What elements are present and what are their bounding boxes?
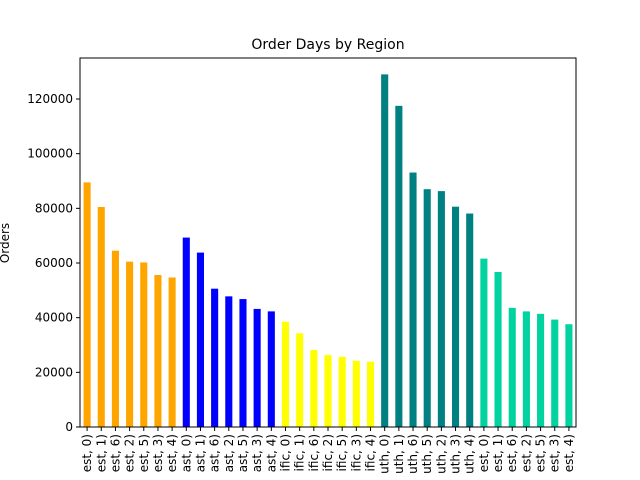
x-tick-label: est, 6) (505, 434, 519, 472)
bar-19 (352, 360, 360, 427)
bar-18 (338, 356, 346, 427)
bar-2 (111, 250, 119, 427)
bar-22 (395, 105, 403, 427)
x-tick-label: est, 2) (519, 434, 533, 472)
x-tick-label: ific, 1) (293, 434, 307, 471)
x-tick-label: ast, 1) (193, 434, 207, 472)
x-tick-label: uth, 6) (406, 434, 420, 474)
x-tick-label: uth, 0) (378, 434, 392, 474)
x-tick-label: ast, 5) (236, 434, 250, 472)
x-tick-label: ast, 6) (208, 434, 222, 472)
x-tick-label: uth, 3) (449, 434, 463, 474)
bar-16 (310, 349, 318, 427)
x-tick-label: est, 1) (491, 434, 505, 472)
bar-3 (126, 261, 134, 427)
bar-1 (97, 206, 105, 427)
x-tick-label: ific, 4) (364, 434, 378, 471)
y-tick-label: 60000 (35, 256, 73, 270)
bar-27 (466, 213, 474, 427)
x-tick-label: est, 5) (534, 434, 548, 472)
x-tick-label: ast, 2) (222, 434, 236, 472)
x-tick-label: est, 3) (548, 434, 562, 472)
bar-6 (168, 277, 176, 427)
x-tick-label: uth, 2) (434, 434, 448, 474)
y-tick-label: 40000 (35, 311, 73, 325)
x-tick-label: ast, 0) (179, 434, 193, 472)
bar-13 (267, 311, 275, 427)
bar-17 (324, 355, 332, 427)
bar-8 (196, 252, 204, 427)
bar-29 (494, 272, 502, 427)
y-axis-label: Orders (0, 223, 12, 263)
bar-23 (409, 172, 417, 427)
x-tick-label: ast, 4) (264, 434, 278, 472)
y-tick-label: 100000 (27, 147, 73, 161)
x-tick-label: ific, 2) (321, 434, 335, 471)
x-tick-label: uth, 4) (463, 434, 477, 474)
x-axis-ticks: est, 0) est, 1) est, 6) est, 2) est, 5) est, … (80, 427, 576, 474)
bar-11 (239, 299, 247, 427)
plot-frame (79, 57, 577, 428)
y-tick-label: 120000 (27, 92, 73, 106)
y-axis-ticks: 0 20000 40000 60000 80000 100000 120000 (27, 92, 80, 434)
x-tick-label: est, 0) (80, 434, 94, 472)
bar-14 (281, 321, 290, 427)
bar-15 (296, 333, 304, 427)
y-tick-label: 0 (65, 420, 73, 434)
x-tick-label: est, 5) (137, 434, 151, 472)
bar-25 (437, 191, 445, 427)
x-tick-label: ific, 6) (307, 434, 321, 471)
x-tick-label: ific, 5) (335, 434, 349, 471)
bar-26 (452, 206, 460, 427)
bar-24 (423, 189, 431, 427)
y-tick-label: 80000 (35, 201, 73, 215)
x-tick-label: est, 4) (562, 434, 576, 472)
y-tick-label: 20000 (35, 365, 73, 379)
x-tick-label: est, 6) (108, 434, 122, 472)
bar-4 (140, 262, 148, 427)
bar-31 (522, 311, 530, 427)
x-tick-label: ific, 0) (278, 434, 292, 471)
x-tick-label: uth, 5) (420, 434, 434, 474)
bar-9 (211, 288, 219, 427)
bar-30 (508, 307, 516, 427)
bar-33 (551, 319, 559, 427)
chart-title: Order Days by Region (251, 37, 404, 53)
bar-0 (83, 182, 91, 427)
bars-group (83, 74, 573, 428)
bar-34 (565, 324, 573, 427)
bar-12 (253, 308, 261, 427)
bar-28 (480, 258, 488, 427)
x-tick-label: est, 1) (94, 434, 108, 472)
x-tick-label: ific, 3) (349, 434, 363, 471)
bar-21 (381, 74, 389, 428)
bar-7 (182, 237, 190, 427)
bar-10 (225, 296, 233, 427)
bar-5 (154, 275, 162, 427)
x-tick-label: est, 2) (123, 434, 137, 472)
x-tick-label: ast, 3) (250, 434, 264, 472)
x-tick-label: uth, 1) (392, 434, 406, 474)
x-tick-label: est, 4) (165, 434, 179, 472)
x-tick-label: est, 3) (151, 434, 165, 472)
bar-32 (537, 313, 545, 427)
bar-20 (366, 361, 375, 427)
x-tick-label: est, 0) (477, 434, 491, 472)
